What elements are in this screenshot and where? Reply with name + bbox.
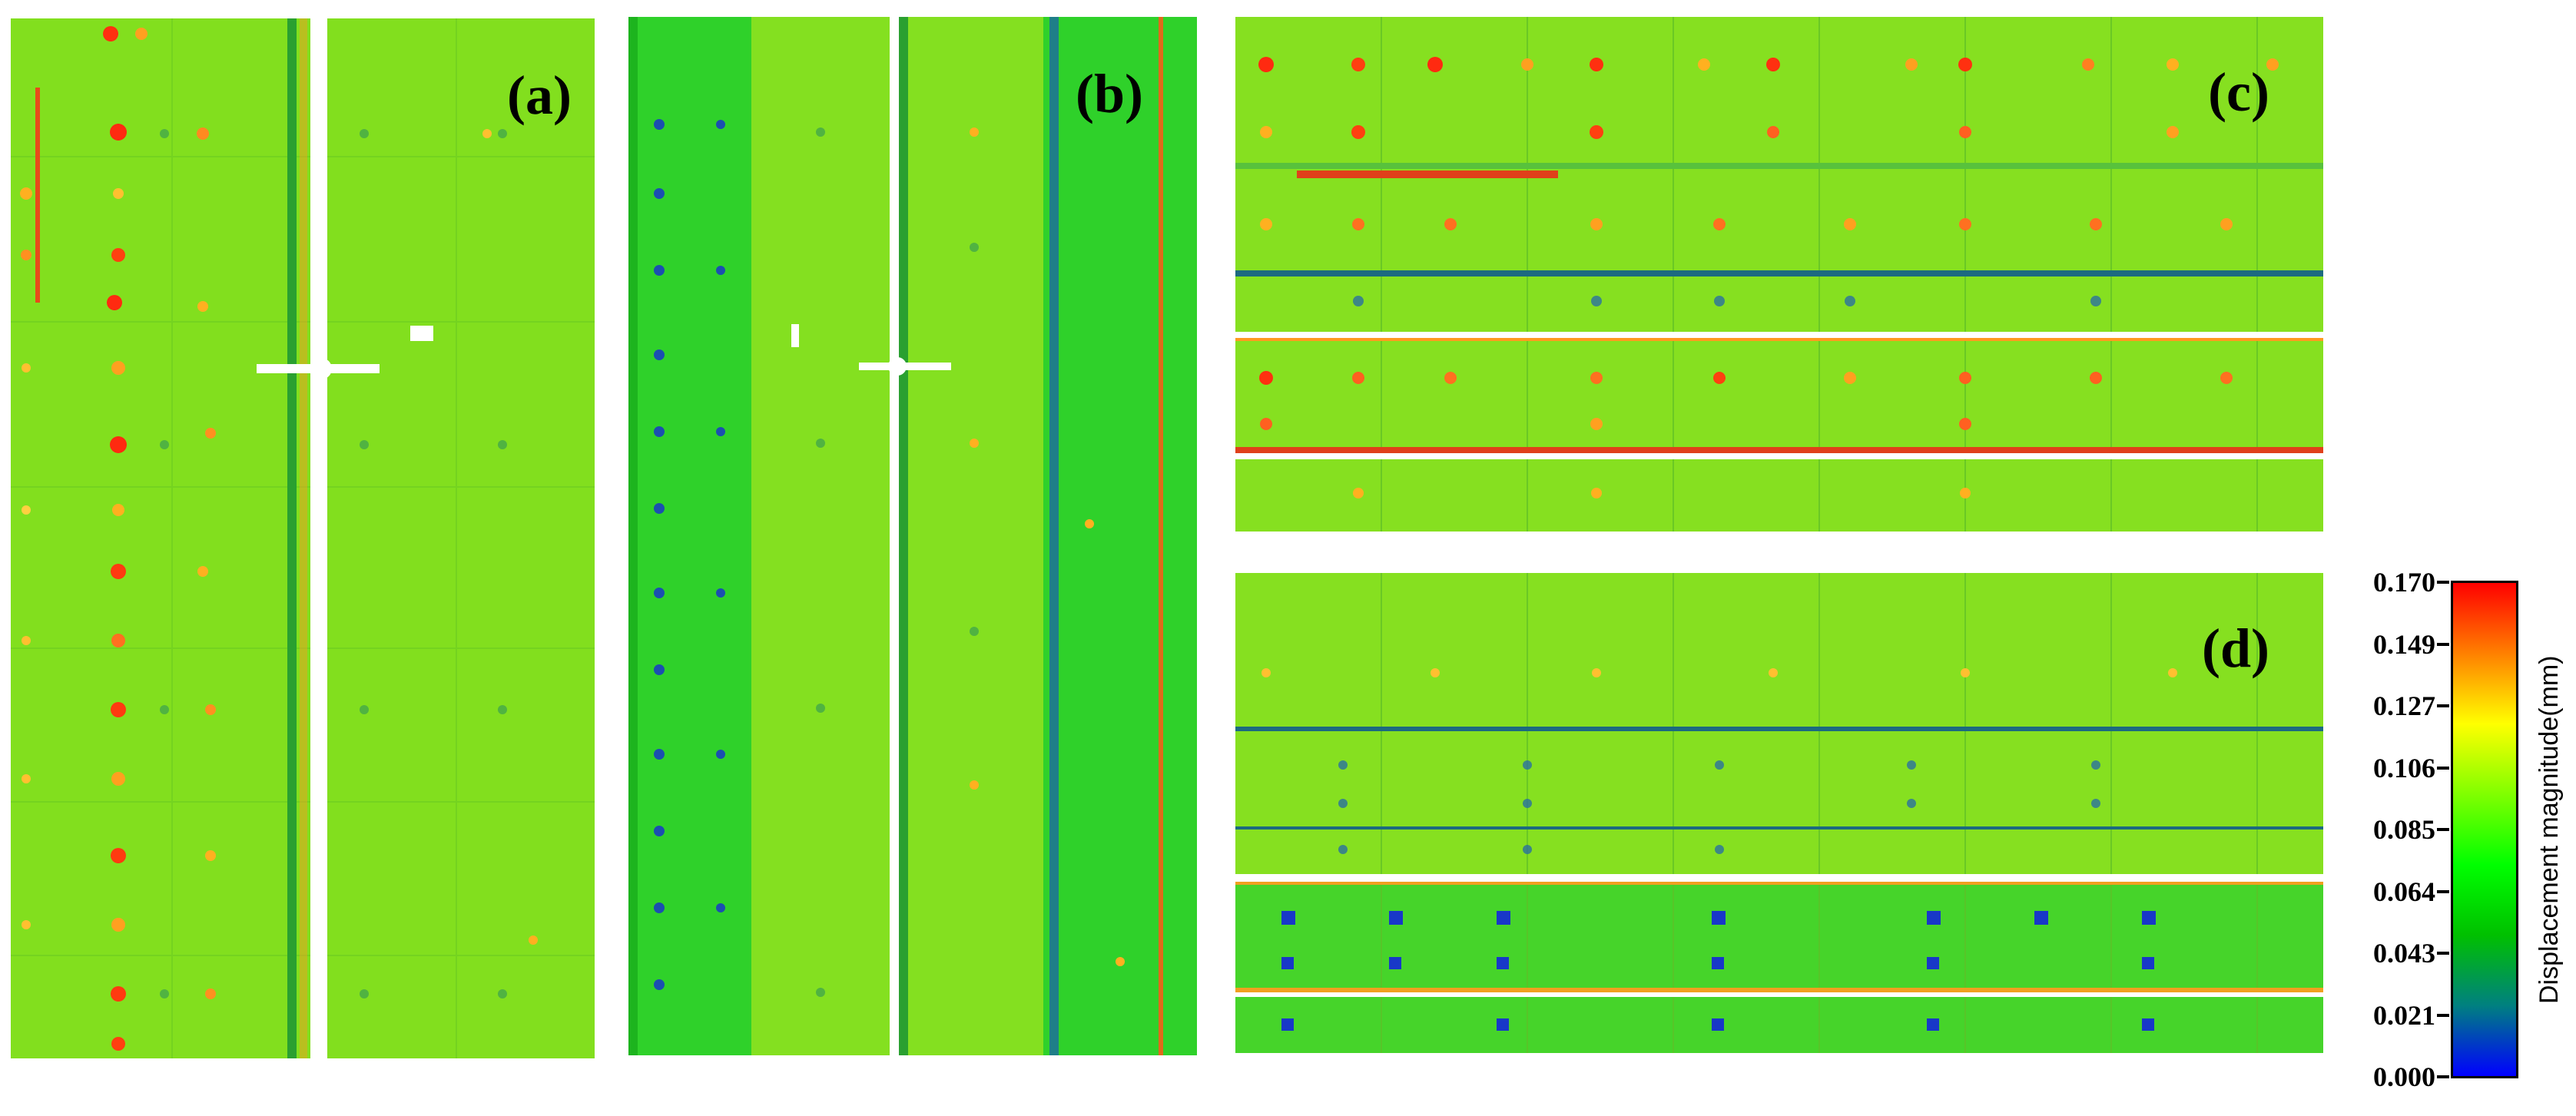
colorbar-tick-mark (2437, 828, 2449, 831)
colorbar-tick-mark (2437, 766, 2449, 770)
colorbar-tick-label: 0.043 (2373, 938, 2435, 969)
colorbar-tick-mark (2437, 1075, 2449, 1078)
colorbar-tick-label: 0.021 (2373, 999, 2435, 1031)
colorbar-tick-mark (2437, 952, 2449, 955)
colorbar-tick-mark (2437, 642, 2449, 646)
displacement-map-panel-b: (b) (628, 17, 1197, 1055)
colorbar-tick-mark (2437, 1013, 2449, 1017)
colorbar-tick-label: 0.000 (2373, 1061, 2435, 1092)
displacement-map-panel-a: (a) (11, 18, 595, 1058)
displacement-map-b-image (628, 17, 1197, 1055)
colorbar-tick-mark (2437, 704, 2449, 707)
colorbar-tick-label: 0.149 (2373, 628, 2435, 660)
colorbar-title: Displacement magnitude(mm) (2535, 655, 2564, 1004)
colorbar-tick-label: 0.064 (2373, 876, 2435, 907)
colorbar-gradient (2451, 581, 2518, 1078)
displacement-map-c-image (1235, 17, 2323, 532)
colorbar-tick-label: 0.170 (2373, 567, 2435, 598)
displacement-map-d-image (1235, 573, 2323, 1053)
colorbar-tick-label: 0.127 (2373, 690, 2435, 721)
colorbar-tick-mark (2437, 889, 2449, 893)
colorbar-tick-mark (2437, 581, 2449, 584)
colorbar-tick-label: 0.085 (2373, 814, 2435, 845)
colorbar: 0.170 0.149 0.127 0.106 0.085 0.064 0.043 0.021… (2336, 568, 2576, 1091)
displacement-map-panel-c: (c) (1235, 17, 2323, 532)
displacement-map-a-image (11, 18, 595, 1058)
colorbar-tick-label: 0.106 (2373, 752, 2435, 783)
displacement-map-panel-d: (d) (1235, 573, 2323, 1053)
